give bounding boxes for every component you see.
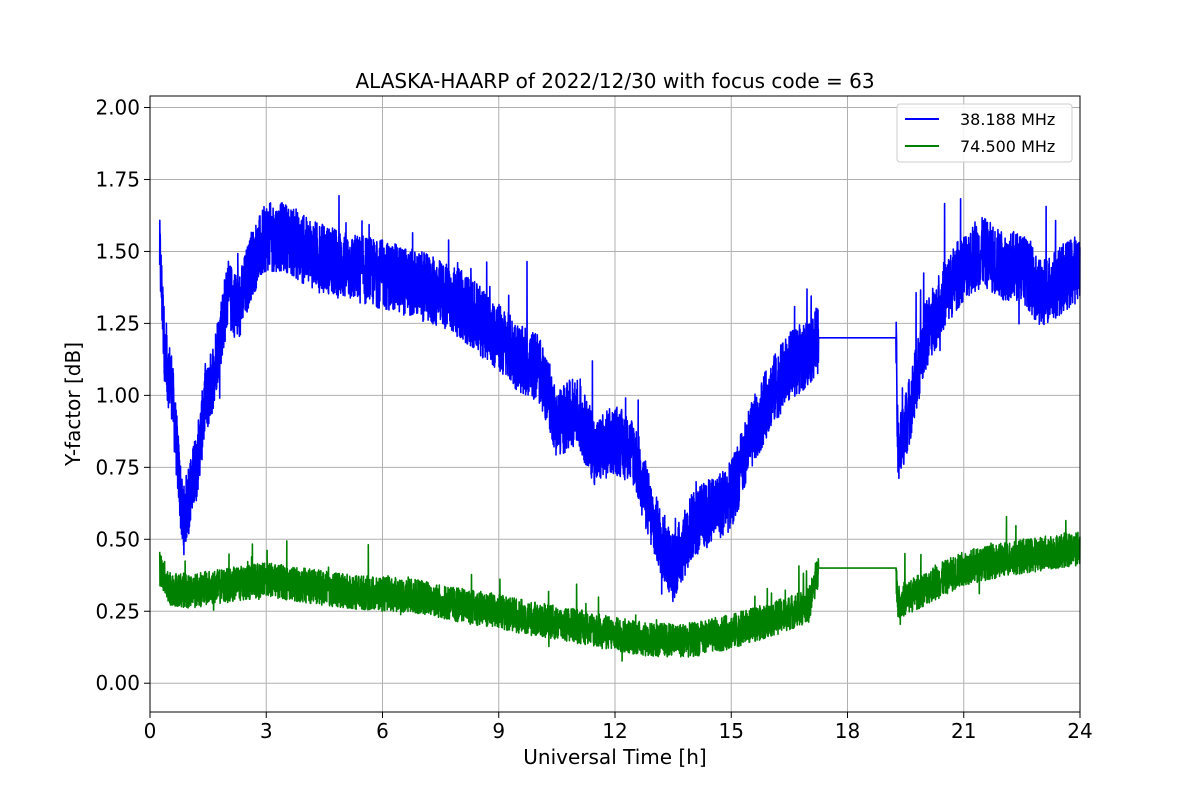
- grid-lines: [149, 96, 1081, 712]
- y-tick-label: 1.00: [95, 383, 140, 407]
- x-tick-label: 24: [1067, 719, 1092, 743]
- series-line-0: [158, 194, 1081, 603]
- y-tick-label: 0.25: [95, 599, 140, 623]
- series-layer: [158, 194, 1081, 662]
- x-tick-label: 0: [144, 719, 157, 743]
- x-tick-label: 21: [951, 719, 976, 743]
- legend-label-74mhz: 74.500 MHz: [960, 137, 1055, 156]
- x-tick-label: 6: [376, 719, 389, 743]
- x-tick-label: 18: [835, 719, 860, 743]
- x-axis-label: Universal Time [h]: [523, 745, 706, 769]
- x-tick-label: 3: [260, 719, 273, 743]
- y-tick-label: 1.25: [95, 311, 140, 335]
- legend: 38.188 MHz 74.500 MHz: [896, 103, 1073, 163]
- chart-title: ALASKA-HAARP of 2022/12/30 with focus co…: [355, 69, 874, 93]
- axis-ticks: 0 3 6 9 12 15 18 21 24 0.00 0.25 0.50 0.75 1.00 1.25 1.…: [95, 96, 1092, 743]
- legend-label-38mhz: 38.188 MHz: [960, 110, 1055, 129]
- x-tick-label: 15: [719, 719, 744, 743]
- y-tick-label: 0.50: [95, 527, 140, 551]
- x-tick-label: 12: [602, 719, 627, 743]
- y-tick-label: 1.75: [95, 167, 140, 191]
- y-axis-label: Y-factor [dB]: [61, 342, 85, 467]
- y-tick-label: 1.50: [95, 239, 140, 263]
- y-tick-label: 0.00: [95, 671, 140, 695]
- y-tick-label: 2.00: [95, 96, 140, 120]
- x-tick-label: 9: [492, 719, 505, 743]
- series-line-1: [158, 515, 1081, 662]
- legend-box: [896, 103, 1073, 163]
- y-tick-label: 0.75: [95, 455, 140, 479]
